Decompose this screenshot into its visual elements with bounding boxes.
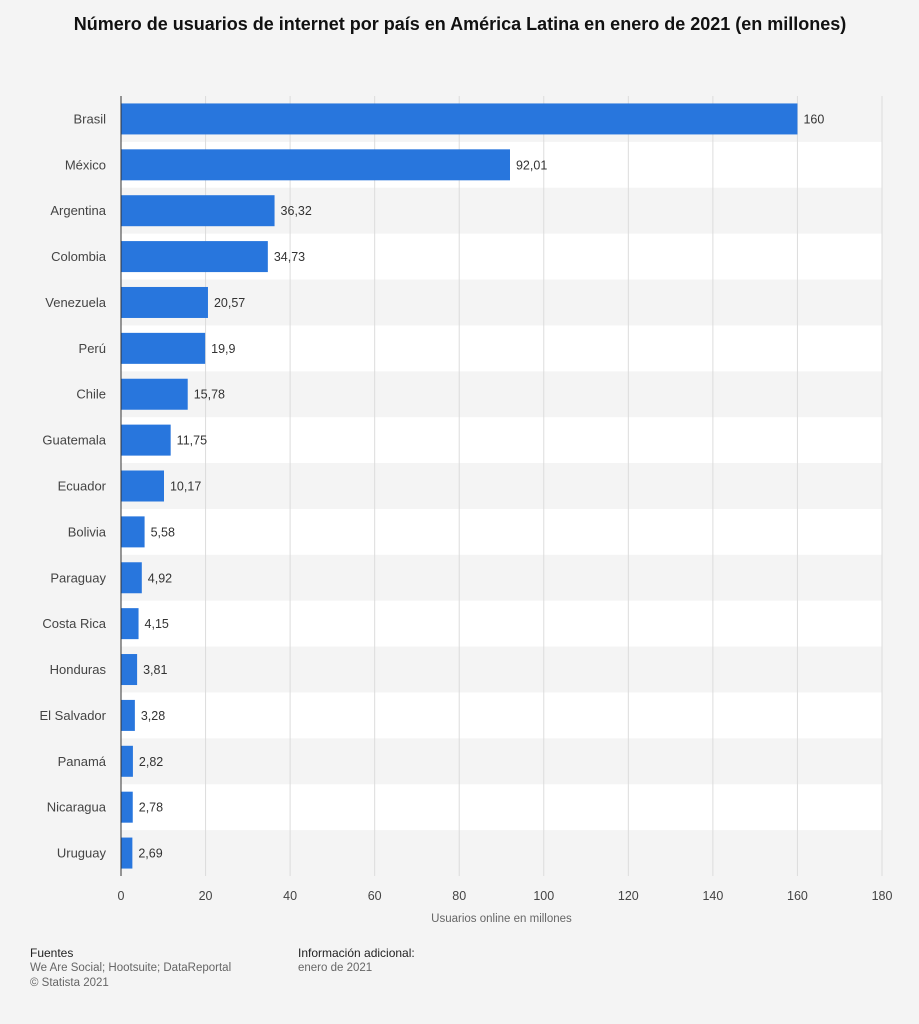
- category-label: Ecuador: [58, 479, 107, 494]
- bar[interactable]: [121, 149, 510, 181]
- row-band: [121, 508, 882, 555]
- value-label: 36,32: [281, 204, 312, 218]
- row-band: [121, 325, 882, 372]
- category-label: El Salvador: [40, 708, 107, 723]
- category-label: Guatemala: [42, 433, 106, 448]
- value-label: 20,57: [214, 296, 245, 310]
- value-label: 3,28: [141, 709, 165, 723]
- grid-lines: [205, 96, 883, 876]
- value-label: 34,73: [274, 250, 305, 264]
- bar[interactable]: [121, 837, 133, 869]
- category-label: México: [65, 157, 106, 172]
- bar[interactable]: [121, 654, 138, 686]
- value-label: 2,82: [139, 755, 163, 769]
- category-label: Uruguay: [57, 846, 107, 861]
- category-label: Brasil: [73, 111, 106, 126]
- value-label: 4,92: [148, 571, 172, 585]
- value-label: 2,78: [139, 801, 163, 815]
- x-tick-label: 100: [533, 889, 554, 903]
- category-label: Nicaragua: [47, 800, 107, 815]
- value-label: 11,75: [177, 434, 207, 448]
- category-label: Bolivia: [68, 524, 107, 539]
- info-text: enero de 2021: [298, 962, 373, 974]
- category-label: Perú: [79, 341, 106, 356]
- category-label: Argentina: [50, 203, 106, 218]
- sources-heading: Fuentes: [30, 946, 74, 960]
- category-label: Colombia: [51, 249, 107, 264]
- x-tick-label: 0: [118, 889, 125, 903]
- x-tick-label: 60: [368, 889, 382, 903]
- bar[interactable]: [121, 103, 798, 135]
- x-tick-label: 80: [452, 889, 466, 903]
- value-label: 3,81: [143, 663, 167, 677]
- x-tick-label: 160: [787, 889, 808, 903]
- copyright[interactable]: © Statista 2021: [30, 977, 109, 989]
- category-label: Venezuela: [45, 295, 106, 310]
- bar[interactable]: [121, 378, 188, 410]
- value-label: 15,78: [194, 388, 225, 402]
- value-label: 5,58: [151, 525, 175, 539]
- value-label: 92,01: [516, 158, 547, 172]
- bar[interactable]: [121, 562, 142, 594]
- bar[interactable]: [121, 745, 133, 777]
- bars: [121, 103, 798, 869]
- category-label: Honduras: [50, 662, 107, 677]
- x-tick-label: 120: [618, 889, 639, 903]
- category-label: Panamá: [58, 754, 107, 769]
- value-label: 19,9: [211, 342, 235, 356]
- info-heading: Información adicional:: [298, 946, 415, 960]
- value-label: 10,17: [170, 480, 201, 494]
- sources-text[interactable]: We Are Social; Hootsuite; DataReportal: [30, 962, 232, 974]
- bar[interactable]: [121, 791, 133, 823]
- bar[interactable]: [121, 241, 268, 273]
- category-labels: Brasil México Argentina Colombia Venezuela Pe…: [40, 111, 107, 860]
- bar[interactable]: [121, 424, 171, 456]
- row-band: [121, 784, 882, 831]
- x-tick-label: 140: [702, 889, 723, 903]
- bar-chart: Brasil México Argentina Colombia Venezuela Pe…: [40, 96, 893, 925]
- bar[interactable]: [121, 332, 206, 364]
- category-label: Paraguay: [50, 570, 106, 585]
- bar[interactable]: [121, 195, 275, 227]
- x-tick-label: 180: [872, 889, 893, 903]
- value-labels: 160 92,01 36,32 34,73 20,57 19,9 15,78 11,75 10,…: [138, 112, 824, 860]
- row-band: [121, 600, 882, 647]
- x-axis-title: Usuarios online en millones: [431, 913, 572, 925]
- chart-title: Número de usuarios de internet por país …: [73, 14, 847, 34]
- bar[interactable]: [121, 470, 164, 502]
- x-tick-label: 20: [199, 889, 213, 903]
- row-band: [121, 692, 882, 739]
- value-label: 2,69: [138, 847, 162, 861]
- category-label: Costa Rica: [42, 616, 106, 631]
- category-label: Chile: [76, 387, 106, 402]
- value-label: 4,15: [145, 617, 169, 631]
- bar[interactable]: [121, 608, 139, 640]
- value-label: 160: [803, 112, 824, 126]
- x-tick-label: 40: [283, 889, 297, 903]
- x-tick-labels: 0 20 40 60 80 100 120 140 160 180: [118, 889, 893, 903]
- sources-block: Fuentes We Are Social; Hootsuite; DataRe…: [30, 946, 231, 991]
- bar[interactable]: [121, 516, 145, 548]
- bar[interactable]: [121, 286, 208, 318]
- bar[interactable]: [121, 699, 135, 731]
- row-band: [121, 417, 882, 464]
- info-block: Información adicional: enero de 2021: [298, 946, 415, 976]
